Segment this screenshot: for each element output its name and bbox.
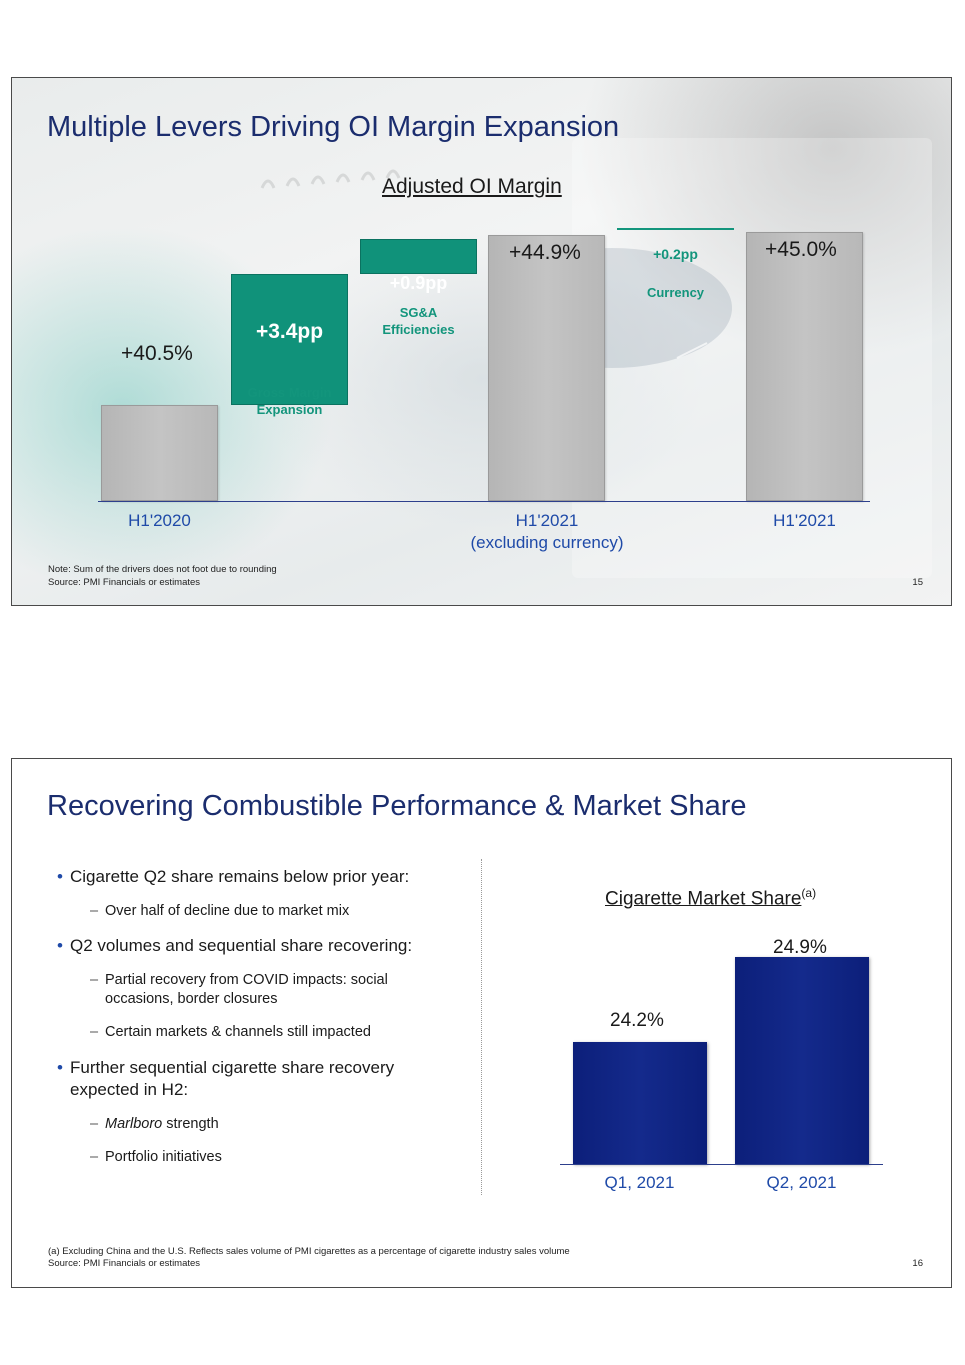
sub-bullet-2-1: – Partial recovery from COVID impacts: s… (90, 971, 435, 1009)
bullet-text: Further sequential cigarette share recov… (70, 1058, 395, 1099)
value-label-gross-margin: +3.4pp (255, 320, 324, 343)
sub-bullet-text: Over half of decline due to market mix (105, 903, 350, 919)
chart-title-text: Cigarette Market Share (605, 888, 802, 910)
driver-label-line: Expansion (256, 402, 323, 417)
value-label-h1-2021: +45.0% (765, 238, 837, 261)
slide-16: Recovering Combustible Performance & Mar… (11, 758, 952, 1288)
bullet-3: • Further sequential cigarette share rec… (57, 1057, 437, 1101)
bar-q2-2021 (735, 956, 869, 1164)
value-label-h1-2020: +40.5% (121, 342, 193, 365)
x-label-h1-2020: H1'2020 (128, 511, 191, 530)
x-label-q1-2021: Q1, 2021 (604, 1173, 675, 1192)
bullet-dash: – (90, 1116, 99, 1132)
x-label-h1-2021: H1'2021 (773, 511, 836, 530)
bullet-1: • Cigarette Q2 share remains below prior… (57, 866, 457, 888)
driver-label-currency: Currency (646, 285, 705, 300)
bullet-dash: – (90, 1024, 99, 1040)
bullet-text: Q2 volumes and sequential share recoveri… (70, 936, 413, 955)
source-note: Source: PMI Financials or estimates (48, 577, 201, 588)
bar-gross-margin (231, 273, 348, 405)
x-label-q2-2021: Q2, 2021 (766, 1173, 837, 1192)
page-number: 16 (912, 1258, 923, 1269)
value-label-currency: +0.2pp (653, 246, 698, 262)
chart-title: Cigarette Market Share(a) (605, 886, 816, 910)
bullet-2: • Q2 volumes and sequential share recove… (57, 935, 457, 957)
bullet-dash: – (90, 903, 99, 919)
driver-label-line: SG&A (399, 305, 438, 320)
chart-baseline (560, 1164, 883, 1165)
sub-bullet-2-2: – Certain markets & channels still impac… (90, 1023, 450, 1042)
bar-q1-2021 (573, 1042, 707, 1164)
value-label-q1-2021: 24.2% (610, 1010, 664, 1031)
column-divider (481, 859, 482, 1195)
driver-label-line: Gross Margin (247, 385, 332, 400)
bar-h1-2021-excl (488, 235, 605, 501)
bullet-dot: • (57, 867, 63, 886)
value-label-sga: +0.9pp (389, 273, 448, 293)
x-label-line: (excluding currency) (470, 533, 624, 552)
source-note: Source: PMI Financials or estimates (48, 1258, 201, 1269)
x-label-h1-2021-excl: H1'2021 (excluding currency) (452, 510, 642, 554)
driver-label-gross-margin: Gross Margin Expansion (231, 384, 348, 418)
sub-bullet-3-2: – Portfolio initiatives (90, 1148, 450, 1167)
bullet-text: Cigarette Q2 share remains below prior y… (70, 867, 410, 886)
sub-bullet-tail: strength (166, 1116, 219, 1132)
sub-bullet-text: Certain markets & channels still impacte… (105, 1024, 371, 1040)
driver-label-line: Efficiencies (382, 322, 455, 337)
chart-title-footnote-mark: (a) (801, 886, 817, 900)
bullet-dot: • (57, 1058, 63, 1077)
page-number: 15 (912, 577, 923, 588)
bar-h1-2021 (746, 231, 863, 501)
sub-bullet-1-1: – Over half of decline due to market mix (90, 902, 450, 921)
sub-bullet-text: Portfolio initiatives (105, 1149, 222, 1165)
bullet-dash: – (90, 972, 99, 988)
value-label-h1-2021-excl: +44.9% (509, 241, 581, 264)
bullet-dash: – (90, 1149, 99, 1165)
bullet-dot: • (57, 936, 63, 955)
chart-title: Adjusted OI Margin (382, 175, 562, 198)
sub-bullet-text: Marlboro strength (90, 1115, 450, 1134)
slide-title: Multiple Levers Driving OI Margin Expans… (47, 111, 620, 143)
slide-title: Recovering Combustible Performance & Mar… (47, 790, 747, 822)
bar-sga (360, 239, 477, 274)
footnote: (a) Excluding China and the U.S. Reflect… (48, 1246, 570, 1257)
sub-bullet-text: Partial recovery from COVID impacts: soc… (105, 972, 388, 1007)
value-label-q2-2021: 24.9% (773, 937, 827, 958)
driver-label-sga: SG&A Efficiencies (360, 304, 477, 338)
slide-15: Multiple Levers Driving OI Margin Expans… (11, 77, 952, 606)
bar-currency (617, 227, 734, 230)
bar-h1-2020 (101, 404, 218, 501)
sub-bullet-3-1: – Marlboro strength (90, 1115, 450, 1134)
brand-name: Marlboro (105, 1116, 163, 1132)
waterfall-chart: +40.5% +3.4pp +0.9pp +44.9% +0.2pp +45.0… (12, 78, 951, 605)
chart-baseline (98, 501, 870, 502)
footnote: Note: Sum of the drivers does not foot d… (48, 564, 277, 575)
x-label-line: H1'2021 (515, 511, 579, 530)
market-share-chart: 24.2% 24.9% Q1, 2021 Q2, 2021 (12, 759, 951, 1287)
